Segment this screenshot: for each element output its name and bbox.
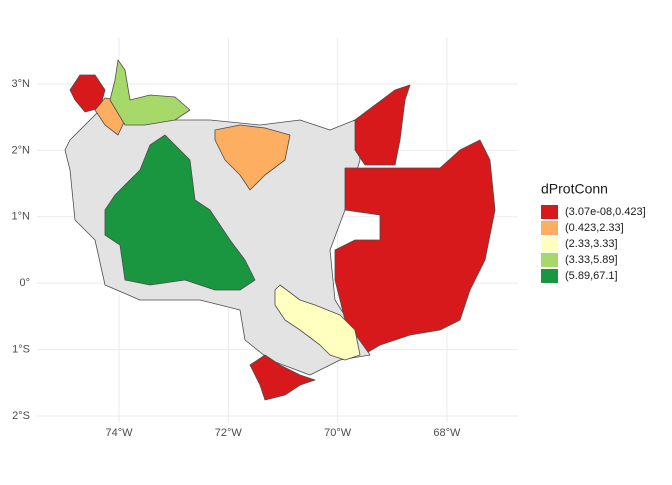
legend-swatch [541,205,558,219]
region [69,74,106,113]
legend-title: dProtConn [541,181,608,197]
region [104,134,256,291]
legend-label: (0.423,2.33] [565,222,624,234]
legend-swatch [541,221,558,235]
y-tick-label: 2°S [12,410,30,422]
legend-swatch [541,269,558,283]
region [354,84,411,166]
x-tick-label: 72°W [215,427,243,439]
region [214,124,291,191]
x-tick-label: 68°W [433,427,461,439]
legend-swatch [541,237,558,251]
region [109,59,191,126]
x-tick-label: 70°W [324,427,352,439]
y-tick-label: 3°N [12,78,31,90]
region [274,284,361,361]
region [249,354,316,401]
legend-label: (2.33,3.33] [565,238,618,250]
legend-label: (5.89,67.1] [565,270,618,282]
legend-swatch [541,253,558,267]
y-tick-label: 0° [19,277,30,289]
y-tick-label: 1°S [12,343,30,355]
x-tick-label: 74°W [105,427,133,439]
region [334,139,496,353]
y-tick-label: 1°N [12,211,31,223]
legend-label: (3.07e-08,0.423] [565,206,646,218]
y-tick-label: 2°N [12,144,31,156]
legend-label: (3.33,5.89] [565,254,618,266]
